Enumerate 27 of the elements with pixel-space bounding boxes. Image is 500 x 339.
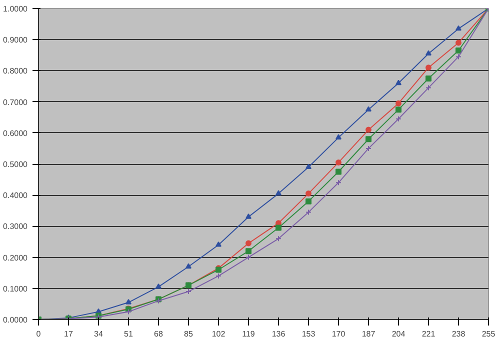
- x-tick-label: 153: [302, 330, 316, 338]
- x-tick-label: 170: [332, 330, 346, 338]
- y-tick-label: 0.7000: [3, 98, 28, 107]
- x-tick-label: 238: [452, 330, 466, 338]
- x-tick-label: 0: [36, 330, 42, 338]
- x-tick-label: 187: [362, 330, 376, 338]
- y-tick-label: 0.0000: [3, 316, 28, 324]
- x-tick-label: 85: [184, 330, 194, 338]
- y-tick-label: 0.2000: [3, 253, 28, 262]
- x-tick-label: 221: [422, 330, 436, 338]
- x-tick-label: 136: [272, 330, 286, 338]
- x-tick-label: 102: [212, 330, 226, 338]
- y-tick-label: 0.8000: [3, 66, 28, 76]
- y-tick-label: 0.9000: [3, 36, 28, 45]
- y-tick-label: 1.0000: [3, 4, 28, 14]
- x-tick-label: 204: [392, 330, 406, 338]
- y-tick-label: 0.4000: [3, 191, 28, 200]
- x-tick-label: 51: [124, 330, 134, 338]
- x-tick-label: 255: [482, 330, 496, 338]
- y-tick-label: 0.3000: [3, 222, 28, 232]
- y-tick-label: 0.5000: [3, 160, 28, 169]
- x-tick-label: 34: [94, 330, 104, 338]
- x-tick-label: 119: [242, 330, 256, 338]
- y-tick-label: 0.6000: [3, 128, 28, 138]
- y-tick-label: 0.1000: [3, 284, 28, 294]
- x-tick-label: 68: [154, 330, 164, 338]
- x-tick-label: 17: [64, 330, 74, 338]
